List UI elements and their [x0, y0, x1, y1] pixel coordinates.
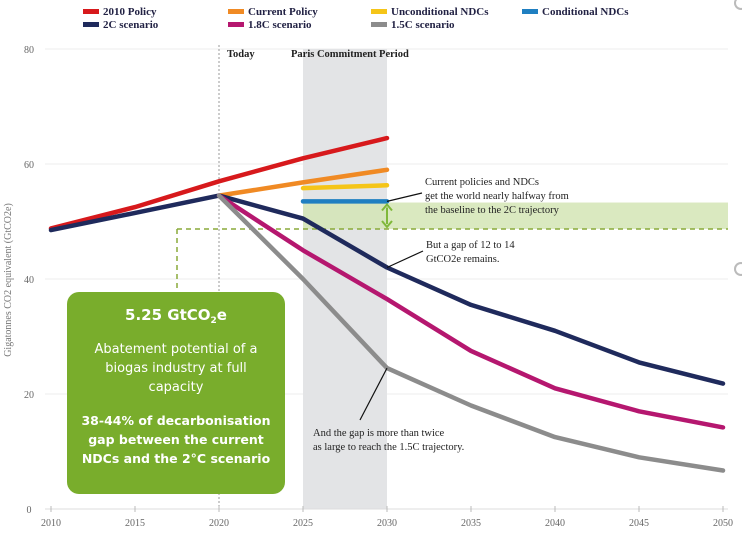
x-tick-label: 2045 [629, 518, 649, 529]
y-tick-label: 0 [27, 505, 32, 516]
legend-label: Unconditional NDCs [391, 6, 489, 18]
x-tick-label: 2050 [713, 518, 733, 529]
x-tick-label: 2020 [209, 518, 229, 529]
annotation-text: the baseline to the 2C trajectory [425, 205, 560, 216]
x-tick-label: 2035 [461, 518, 481, 529]
annotation-text: GtCO2e remains. [426, 254, 500, 265]
y-tick-label: 60 [24, 160, 34, 171]
series-line-1-8c-scenario [216, 193, 726, 430]
series-line-current-policy [216, 167, 390, 198]
annotation-leader-line [386, 192, 423, 202]
x-tick-label: 2025 [293, 518, 313, 529]
legend-label: 1.8C scenario [248, 19, 312, 31]
annotation-text: Current policies and NDCs [425, 177, 539, 188]
y-tick-label: 40 [24, 275, 34, 286]
callout-headline-sub: 2 [210, 316, 217, 326]
paris-period-label: Paris Commitment Period [291, 49, 409, 60]
callout-description: Abatement potential of a biogas industry… [94, 342, 258, 395]
legend-swatch [371, 9, 387, 14]
callout-headline-suffix: e [216, 306, 227, 324]
legend-swatch [83, 9, 99, 14]
legend-swatch [228, 9, 244, 14]
legend-swatch [228, 22, 244, 27]
callout-headline: 5.25 GtCO2e [67, 306, 285, 326]
carousel-handle-icon[interactable] [734, 262, 742, 276]
legend-label: Conditional NDCs [542, 6, 629, 18]
biogas-callout-box: 5.25 GtCO2e Abatement potential of a bio… [67, 292, 285, 494]
legend-swatch [83, 22, 99, 27]
annotation-leader-line [359, 367, 388, 421]
series-line-unconditional-ndcs [300, 183, 390, 191]
gap-band-fill [303, 202, 728, 229]
callout-stat: 38-44% of decarbonisation gap between th… [81, 413, 271, 466]
today-label: Today [227, 49, 255, 60]
annotation-leader-line [386, 250, 424, 269]
paris-period-shading [303, 49, 387, 509]
legend-label: Current Policy [248, 6, 318, 18]
legend: 2010 Policy Current Policy Unconditional N… [83, 6, 629, 31]
arrow-up-icon [381, 202, 393, 212]
y-axis-label: Gigatonnes CO2 equivalent (GtCO2e) [3, 203, 14, 357]
y-tick-label: 20 [24, 390, 34, 401]
y-tick-label: 80 [24, 45, 34, 56]
x-tick-label: 2030 [377, 518, 397, 529]
series-line-1-5c-scenario [216, 193, 726, 473]
annotations: Current policies and NDCs get the world n… [313, 177, 569, 453]
legend-label: 1.5C scenario [391, 19, 455, 31]
annotation-text: as large to reach the 1.5C trajectory. [313, 442, 464, 453]
annotation-text: And the gap is more than twice [313, 428, 445, 439]
arrow-down-icon [381, 220, 393, 229]
x-tick-label: 2040 [545, 518, 565, 529]
annotation-text: get the world nearly halfway from [425, 191, 569, 202]
legend-swatch [522, 9, 538, 14]
legend-label: 2010 Policy [103, 6, 157, 18]
x-tick-label: 2010 [41, 518, 61, 529]
carousel-handle-icon[interactable] [734, 0, 742, 10]
legend-label: 2C scenario [103, 19, 159, 31]
annotation-text: But a gap of 12 to 14 [426, 240, 515, 251]
series-line-2010-policy [48, 135, 390, 231]
callout-headline-main: 5.25 GtCO [125, 306, 211, 324]
legend-swatch [371, 22, 387, 27]
x-tick-label: 2015 [125, 518, 145, 529]
paris-period-band: Paris Commitment Period Today [218, 45, 409, 509]
